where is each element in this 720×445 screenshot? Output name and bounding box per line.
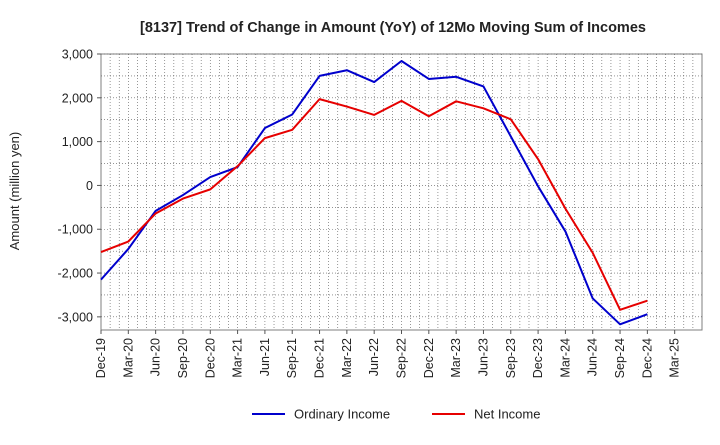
legend-label-net-income: Net Income <box>474 407 540 422</box>
y-tick-label: 2,000 <box>62 91 93 105</box>
x-tick-label: Mar-25 <box>668 338 682 378</box>
y-axis-label: Amount (million yen) <box>7 132 22 251</box>
x-tick-label: Mar-22 <box>340 338 354 378</box>
x-tick-label: Mar-23 <box>449 338 463 378</box>
x-tick-label: Dec-19 <box>94 338 108 378</box>
y-tick-label: 1,000 <box>62 135 93 149</box>
y-tick-label: 0 <box>86 179 93 193</box>
x-tick-label: Sep-22 <box>395 338 409 378</box>
x-tick-label: Dec-22 <box>422 338 436 378</box>
x-tick-label: Jun-21 <box>258 338 272 376</box>
x-tick-label: Jun-23 <box>476 338 490 376</box>
x-tick-labels: Dec-19 Mar-20 Jun-20 Sep-20 Dec-20 Mar-21 Jun-… <box>94 330 682 378</box>
x-tick-label: Sep-20 <box>176 338 190 378</box>
x-tick-label: Dec-24 <box>640 338 654 378</box>
x-tick-label: Dec-21 <box>313 338 327 378</box>
x-tick-label: Sep-23 <box>504 338 518 378</box>
x-tick-label: Mar-21 <box>231 338 245 378</box>
y-tick-label: -2,000 <box>58 267 93 281</box>
y-tick-labels: 3,000 2,000 1,000 0 -1,000 -2,000 -3,000 <box>58 48 101 324</box>
x-tick-label: Jun-24 <box>586 338 600 376</box>
x-tick-label: Jun-20 <box>149 338 163 376</box>
net-income-line <box>100 98 648 311</box>
chart-title: [8137] Trend of Change in Amount (YoY) o… <box>140 20 646 36</box>
x-tick-label: Sep-24 <box>613 338 627 378</box>
ordinary-income-line <box>100 60 648 326</box>
x-tick-label: Mar-24 <box>558 338 572 378</box>
x-tick-label: Mar-20 <box>121 338 135 378</box>
x-tick-label: Sep-21 <box>285 338 299 378</box>
x-tick-label: Dec-23 <box>531 338 545 378</box>
legend-label-ordinary-income: Ordinary Income <box>294 407 390 422</box>
y-tick-label: 3,000 <box>62 48 93 62</box>
grid-lines <box>101 53 702 330</box>
series-lines <box>100 60 648 326</box>
y-tick-label: -1,000 <box>58 223 93 237</box>
y-tick-label: -3,000 <box>58 310 93 324</box>
legend: Ordinary Income Net Income <box>252 407 540 422</box>
x-tick-label: Dec-20 <box>203 338 217 378</box>
x-tick-label: Jun-22 <box>367 338 381 376</box>
